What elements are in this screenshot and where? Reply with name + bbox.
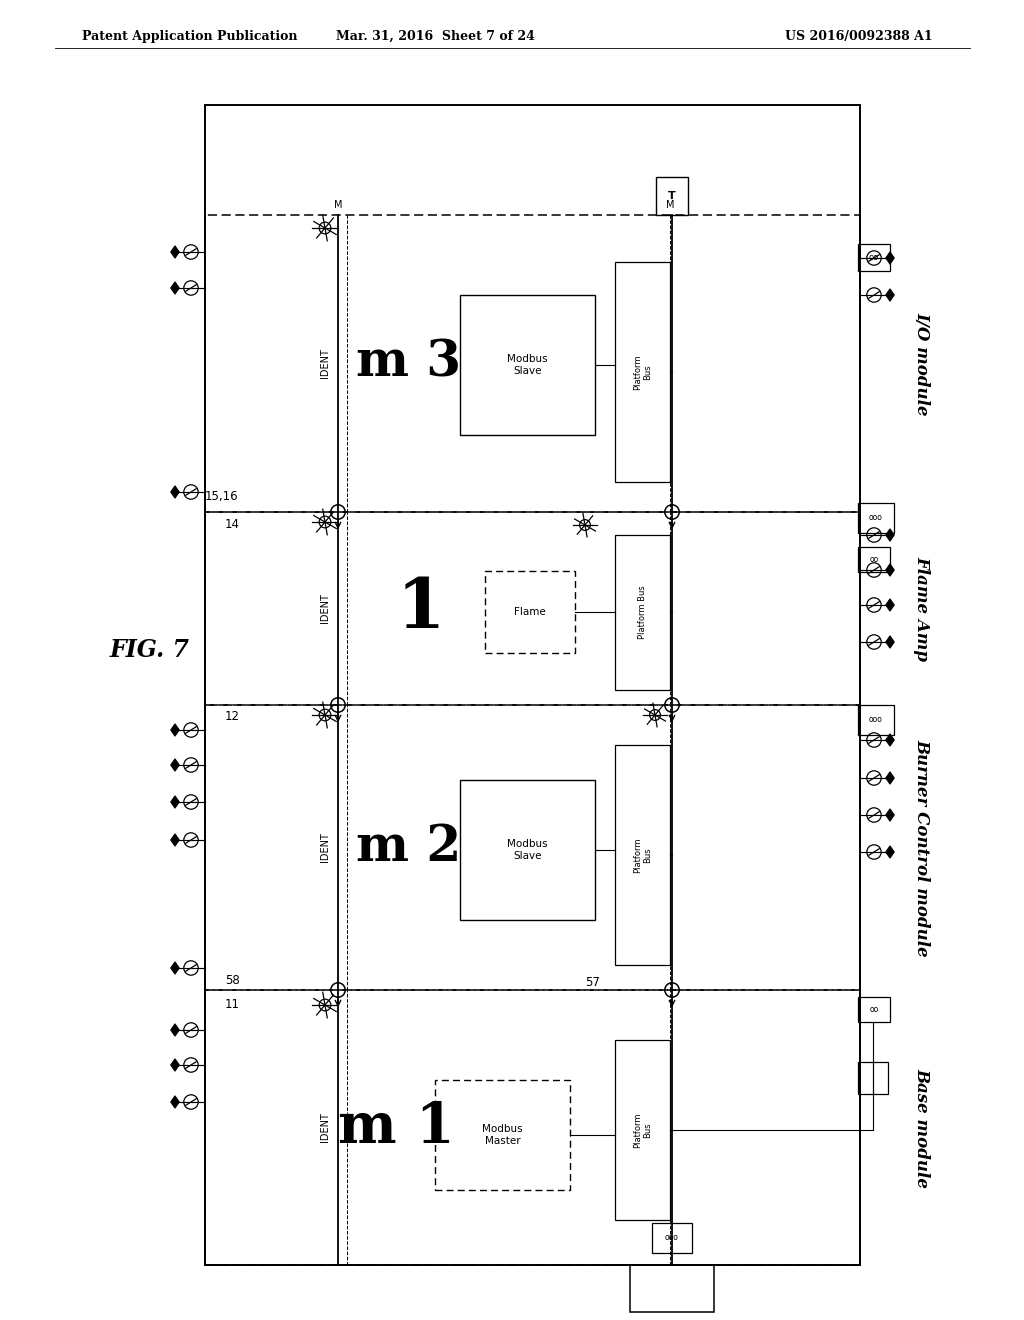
Bar <box>615 1040 670 1220</box>
Polygon shape <box>171 962 179 974</box>
Polygon shape <box>886 809 894 821</box>
Bar <box>858 546 890 572</box>
Polygon shape <box>886 252 894 264</box>
Polygon shape <box>886 734 894 746</box>
Bar <box>460 294 595 436</box>
Text: I/O module: I/O module <box>913 312 931 416</box>
Bar <box>205 512 860 705</box>
Text: Modbus
Slave: Modbus Slave <box>507 838 548 862</box>
Text: FIG. 7: FIG. 7 <box>110 638 190 663</box>
Text: IDENT: IDENT <box>319 833 330 862</box>
Bar <box>858 997 890 1022</box>
Text: 15,16: 15,16 <box>205 490 238 503</box>
Text: 12: 12 <box>225 710 240 723</box>
Polygon shape <box>886 564 894 577</box>
Polygon shape <box>171 759 179 771</box>
Text: ooo: ooo <box>665 1233 679 1242</box>
Polygon shape <box>171 834 179 846</box>
Text: M: M <box>666 201 674 210</box>
Text: oo: oo <box>869 556 879 565</box>
Polygon shape <box>171 1096 179 1109</box>
Text: oo: oo <box>869 253 880 263</box>
Text: Flame Amp: Flame Amp <box>913 556 931 661</box>
Text: m 2: m 2 <box>356 822 461 873</box>
Bar <box>460 780 595 920</box>
Bar <box>205 215 860 512</box>
Text: ooo: ooo <box>869 715 883 725</box>
Text: 58: 58 <box>225 974 240 987</box>
Polygon shape <box>171 281 179 294</box>
Text: Base module: Base module <box>913 1068 931 1188</box>
Bar <box>652 1224 692 1253</box>
Polygon shape <box>886 529 894 541</box>
Bar <box>858 705 894 735</box>
Text: Patent Application Publication: Patent Application Publication <box>82 30 298 44</box>
Polygon shape <box>171 486 179 498</box>
Bar <box>630 1265 714 1312</box>
Bar <box>205 705 860 990</box>
Text: IDENT: IDENT <box>319 348 330 379</box>
Text: Mar. 31, 2016  Sheet 7 of 24: Mar. 31, 2016 Sheet 7 of 24 <box>336 30 535 44</box>
Text: Flame: Flame <box>514 607 546 616</box>
Polygon shape <box>171 723 179 737</box>
Text: m 1: m 1 <box>338 1100 455 1155</box>
Polygon shape <box>886 289 894 301</box>
Text: Platform
Bus: Platform Bus <box>633 354 652 389</box>
Text: Platform Bus: Platform Bus <box>638 585 647 639</box>
Text: m 3: m 3 <box>356 339 461 388</box>
Polygon shape <box>886 772 894 784</box>
Text: Platform
Bus: Platform Bus <box>633 1113 652 1148</box>
Bar <box>435 1080 570 1191</box>
Bar <box>205 990 860 1265</box>
Text: oo: oo <box>869 1006 879 1015</box>
Bar <box>485 572 575 653</box>
Bar <box>615 261 670 482</box>
Bar <box>615 744 670 965</box>
Bar <box>656 177 688 215</box>
Text: US 2016/0092388 A1: US 2016/0092388 A1 <box>785 30 933 44</box>
Bar <box>205 106 860 1265</box>
Bar <box>858 1063 888 1094</box>
Polygon shape <box>886 636 894 648</box>
Text: IDENT: IDENT <box>319 594 330 623</box>
Bar <box>615 535 670 689</box>
Text: Modbus
Master: Modbus Master <box>482 1123 523 1146</box>
Bar <box>858 244 890 271</box>
Text: 57: 57 <box>585 975 600 989</box>
Text: Modbus
Slave: Modbus Slave <box>507 354 548 376</box>
Text: IDENT: IDENT <box>319 1113 330 1142</box>
Text: Platform
Bus: Platform Bus <box>633 837 652 873</box>
Text: 14: 14 <box>225 517 240 531</box>
Polygon shape <box>171 1024 179 1036</box>
Text: M: M <box>334 201 342 210</box>
Text: T: T <box>668 191 676 201</box>
Polygon shape <box>171 796 179 808</box>
Text: ooo: ooo <box>869 513 883 523</box>
Polygon shape <box>171 246 179 259</box>
Bar <box>858 503 894 533</box>
Polygon shape <box>886 846 894 858</box>
Polygon shape <box>171 1059 179 1072</box>
Polygon shape <box>886 599 894 611</box>
Text: Burner Control module: Burner Control module <box>913 739 931 957</box>
Text: 1: 1 <box>397 576 445 642</box>
Text: 11: 11 <box>225 998 240 1011</box>
